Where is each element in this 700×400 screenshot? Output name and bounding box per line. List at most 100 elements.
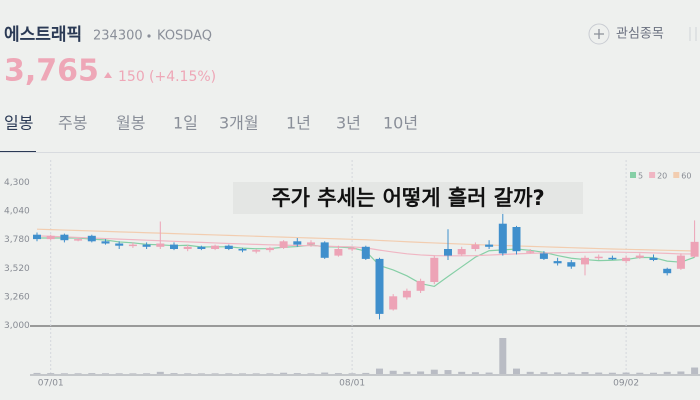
y-tick-label: 3,260 bbox=[4, 292, 30, 302]
candle-body bbox=[663, 268, 672, 274]
volume-bar bbox=[293, 373, 301, 374]
watch-icon[interactable] bbox=[588, 23, 610, 45]
volume-bar bbox=[348, 373, 356, 374]
watch-button[interactable]: 관심종목 bbox=[616, 27, 664, 42]
candle-body bbox=[348, 247, 357, 250]
candle-body bbox=[128, 244, 137, 247]
tab[interactable]: 1년 bbox=[286, 114, 311, 133]
candle-body bbox=[471, 244, 480, 249]
y-tick-label: 4,300 bbox=[4, 178, 30, 188]
y-tick-label: 4,040 bbox=[4, 207, 30, 217]
volume-bar bbox=[225, 373, 233, 374]
candle-body bbox=[635, 255, 644, 258]
more-icon[interactable] bbox=[689, 27, 697, 41]
candle-body bbox=[252, 250, 261, 252]
candle-body bbox=[553, 261, 562, 264]
candle-body bbox=[539, 253, 548, 259]
candle-body bbox=[87, 235, 96, 242]
price: 3,765 bbox=[4, 54, 99, 89]
candle-body bbox=[457, 249, 466, 255]
volume-bar bbox=[143, 373, 151, 374]
volume-bar bbox=[513, 368, 520, 374]
tab[interactable]: 주봉 bbox=[58, 114, 87, 133]
candle-body bbox=[567, 262, 576, 267]
volume-bar bbox=[362, 372, 370, 374]
volume-bar bbox=[499, 338, 507, 374]
candle-body bbox=[142, 244, 151, 247]
candle-body bbox=[649, 257, 658, 260]
candle-body bbox=[197, 246, 206, 249]
stock-name: 에스트래픽 bbox=[4, 25, 82, 45]
candle-body bbox=[389, 296, 398, 310]
candle-body bbox=[690, 241, 699, 257]
volume-bar bbox=[115, 373, 123, 374]
volume-bar bbox=[33, 372, 41, 374]
stock-code: 234300 bbox=[93, 29, 143, 44]
x-tick-label: 08/01 bbox=[339, 379, 365, 389]
candle-body bbox=[416, 280, 425, 291]
candle-body bbox=[33, 234, 41, 240]
annotation-box bbox=[233, 182, 583, 214]
volume-bar bbox=[581, 372, 589, 374]
volume-bar bbox=[608, 372, 616, 374]
candle-body bbox=[622, 257, 631, 262]
candle-body bbox=[594, 256, 603, 259]
candle-body bbox=[224, 245, 233, 249]
x-tick-label: 07/01 bbox=[38, 379, 64, 389]
candle-body bbox=[361, 246, 370, 259]
volume-bar bbox=[691, 367, 699, 374]
volume-bar bbox=[430, 369, 438, 374]
y-tick-label: 3,520 bbox=[4, 264, 30, 274]
volume-bar bbox=[252, 373, 260, 374]
tab[interactable]: 월봉 bbox=[116, 114, 145, 133]
separator bbox=[147, 34, 151, 38]
volume-bar bbox=[403, 371, 411, 374]
candle-body bbox=[375, 258, 384, 314]
ma-line bbox=[36, 228, 695, 252]
volume-bar bbox=[47, 373, 55, 374]
volume-bar bbox=[567, 372, 575, 374]
volume-bar bbox=[540, 372, 548, 374]
candle-body bbox=[211, 245, 220, 249]
candle-body bbox=[293, 241, 302, 245]
volume-bar bbox=[417, 371, 425, 374]
plus bbox=[594, 29, 604, 39]
volume-bar bbox=[321, 372, 329, 374]
volume-bar bbox=[595, 372, 603, 374]
volume-bar bbox=[444, 370, 452, 374]
candle-body bbox=[265, 247, 274, 251]
change: 150 bbox=[118, 69, 145, 85]
market: KOSDAQ bbox=[157, 29, 212, 44]
volume-bar bbox=[170, 373, 178, 374]
candle-body bbox=[581, 257, 589, 265]
candle-body bbox=[60, 234, 69, 241]
volume-bar bbox=[88, 373, 96, 374]
volume-bar bbox=[485, 372, 493, 374]
candle-body bbox=[526, 251, 535, 253]
tab[interactable]: 일봉 bbox=[4, 114, 33, 133]
candle-body bbox=[430, 257, 439, 282]
y-tick-label: 3,000 bbox=[4, 321, 30, 331]
annotation: 주가 추세는 어떻게 흘러 갈까? bbox=[271, 186, 544, 210]
volume-bar bbox=[266, 373, 274, 374]
volume-bar bbox=[184, 373, 192, 374]
volume-bar bbox=[526, 371, 534, 374]
candle-body bbox=[101, 241, 110, 244]
tab[interactable]: 3년 bbox=[336, 114, 361, 133]
candle-body bbox=[46, 235, 55, 240]
tab[interactable]: 3개월 bbox=[219, 114, 259, 133]
volume-bar bbox=[197, 373, 205, 374]
tab-bar: 일봉 주봉 월봉 1일 3개월 1년 3년 10년 bbox=[4, 114, 418, 133]
volume-bar bbox=[211, 373, 219, 374]
volume-bar bbox=[156, 371, 164, 374]
legend-swatch bbox=[673, 172, 680, 178]
volume-bar bbox=[622, 372, 630, 374]
volume-bar bbox=[663, 371, 671, 374]
candle-body bbox=[238, 249, 247, 251]
y-tick-label: 3,780 bbox=[4, 235, 30, 245]
candle-body bbox=[608, 257, 617, 260]
volume-bar bbox=[239, 373, 246, 374]
tab[interactable]: 1일 bbox=[173, 114, 198, 133]
tab[interactable]: 10년 bbox=[383, 114, 418, 133]
volume-bar bbox=[334, 373, 342, 374]
